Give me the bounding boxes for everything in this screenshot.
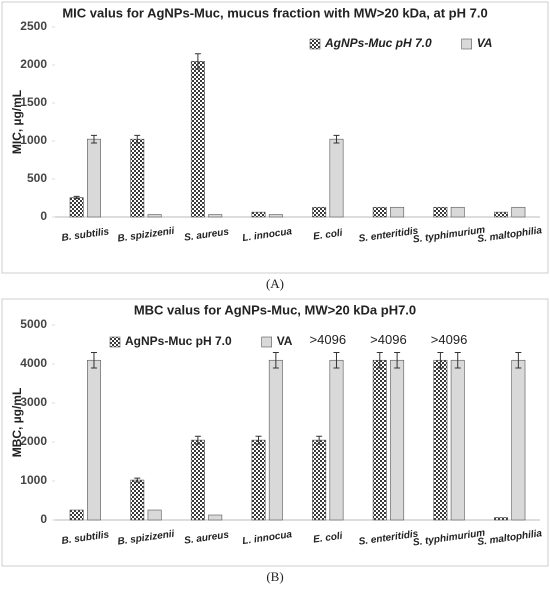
y-tick-label: 4000 (20, 356, 47, 370)
bar (190, 61, 205, 218)
bar (87, 138, 101, 218)
x-tick-label: S. enteritidis (358, 528, 419, 547)
annotation: >4096 (431, 332, 468, 347)
legend-swatch (461, 38, 472, 50)
error-bar (194, 435, 201, 445)
error-bar (333, 134, 340, 144)
y-tick-label: 1500 (20, 95, 47, 109)
bar (130, 479, 145, 521)
x-tick-label: S. maltophilia (477, 528, 543, 548)
legend-label: AgNPs-Muc pH 7.0 (125, 334, 232, 348)
error-bar (316, 435, 323, 445)
x-tick-label: E. coli (312, 531, 343, 546)
legend-swatch (309, 38, 321, 50)
error-bar (333, 351, 340, 369)
bar (208, 514, 223, 521)
x-tick-label: S. aureus (184, 226, 231, 243)
legend-swatch (109, 336, 121, 348)
bar (312, 206, 327, 218)
y-axis-label: MBC, µg/mL (10, 388, 24, 458)
error-bar (134, 477, 141, 483)
bar (268, 214, 283, 218)
y-tick-label: 3000 (20, 395, 47, 409)
error-bar (437, 351, 444, 369)
error-bar (194, 53, 201, 70)
bar (251, 439, 266, 521)
error-bar (515, 351, 522, 369)
bar (450, 359, 465, 521)
bar (130, 138, 145, 218)
error-bar (90, 134, 97, 144)
bar (390, 359, 405, 521)
legend-label: VA (477, 36, 493, 50)
error-bar (134, 134, 141, 144)
bar (312, 439, 327, 521)
y-tick-label: 5000 (20, 317, 47, 331)
bar (208, 214, 223, 218)
bar (372, 359, 387, 521)
error-bar (376, 351, 383, 369)
error-bar (394, 351, 401, 369)
annotation: >4096 (310, 332, 347, 347)
x-tick-label: B. spizizenii (117, 226, 175, 245)
chart-frame (1, 1, 549, 274)
x-tick-label: S. maltophilia (477, 225, 543, 245)
y-axis-label: MIC, µg/mL (10, 90, 24, 154)
chart: MIC valus for AgNPs-Muc, mucus fraction … (1, 1, 549, 274)
x-tick-label: S. typhimurium (412, 225, 486, 246)
bar (433, 206, 448, 218)
x-tick-label: S. enteritidis (358, 225, 419, 244)
bar (147, 214, 162, 218)
chart-frame (1, 298, 549, 567)
x-tick-label: S. aureus (184, 529, 231, 546)
error-bar (255, 435, 262, 445)
annotation: >4096 (370, 332, 407, 347)
error-bar (454, 351, 461, 369)
bar (190, 439, 205, 521)
caption: (B) (266, 569, 283, 584)
chart-title: MIC valus for AgNPs-Muc, mucus fraction … (62, 5, 487, 20)
bar (329, 138, 344, 218)
x-tick-label: S. typhimurium (412, 528, 486, 549)
bar (69, 509, 84, 521)
x-tick-label: E. coli (312, 228, 343, 243)
error-bar (90, 351, 97, 369)
y-tick-label: 1000 (20, 133, 47, 147)
x-tick-label: B. subtilis (61, 529, 110, 547)
bar (494, 211, 508, 218)
bar (372, 206, 387, 218)
bar (69, 197, 84, 218)
x-tick-label: L. innocua (242, 529, 293, 547)
bar (329, 359, 344, 521)
bar (433, 359, 448, 521)
bar (87, 359, 101, 521)
legend-swatch (261, 336, 272, 348)
x-tick-label: B. spizizenii (117, 529, 175, 548)
x-tick-label: B. subtilis (61, 226, 110, 244)
bar (511, 206, 526, 218)
y-tick-label: 2500 (20, 19, 47, 33)
chart-title: MBC valus for AgNPs-Muc, MW>20 kDa pH7.0 (134, 302, 416, 317)
bar (147, 509, 162, 521)
chart: MBC valus for AgNPs-Muc, MW>20 kDa pH7.0… (1, 298, 549, 567)
bar (494, 517, 508, 521)
legend-label: AgNPs-Muc pH 7.0 (324, 36, 432, 50)
y-tick-label: 1000 (20, 473, 47, 487)
y-tick-label: 2000 (20, 57, 47, 71)
y-tick-label: 0 (40, 209, 47, 223)
legend-label: VA (277, 334, 293, 348)
bar (511, 359, 526, 521)
y-tick-label: 2000 (20, 434, 47, 448)
bar (251, 211, 266, 218)
error-bar (73, 195, 80, 200)
y-tick-label: 0 (40, 512, 47, 526)
bar (390, 206, 405, 218)
bar (450, 206, 465, 218)
y-tick-label: 500 (27, 171, 47, 185)
error-bar (272, 351, 279, 369)
x-tick-label: L. innocua (242, 226, 293, 244)
caption: (A) (266, 276, 284, 291)
bar (268, 359, 283, 521)
